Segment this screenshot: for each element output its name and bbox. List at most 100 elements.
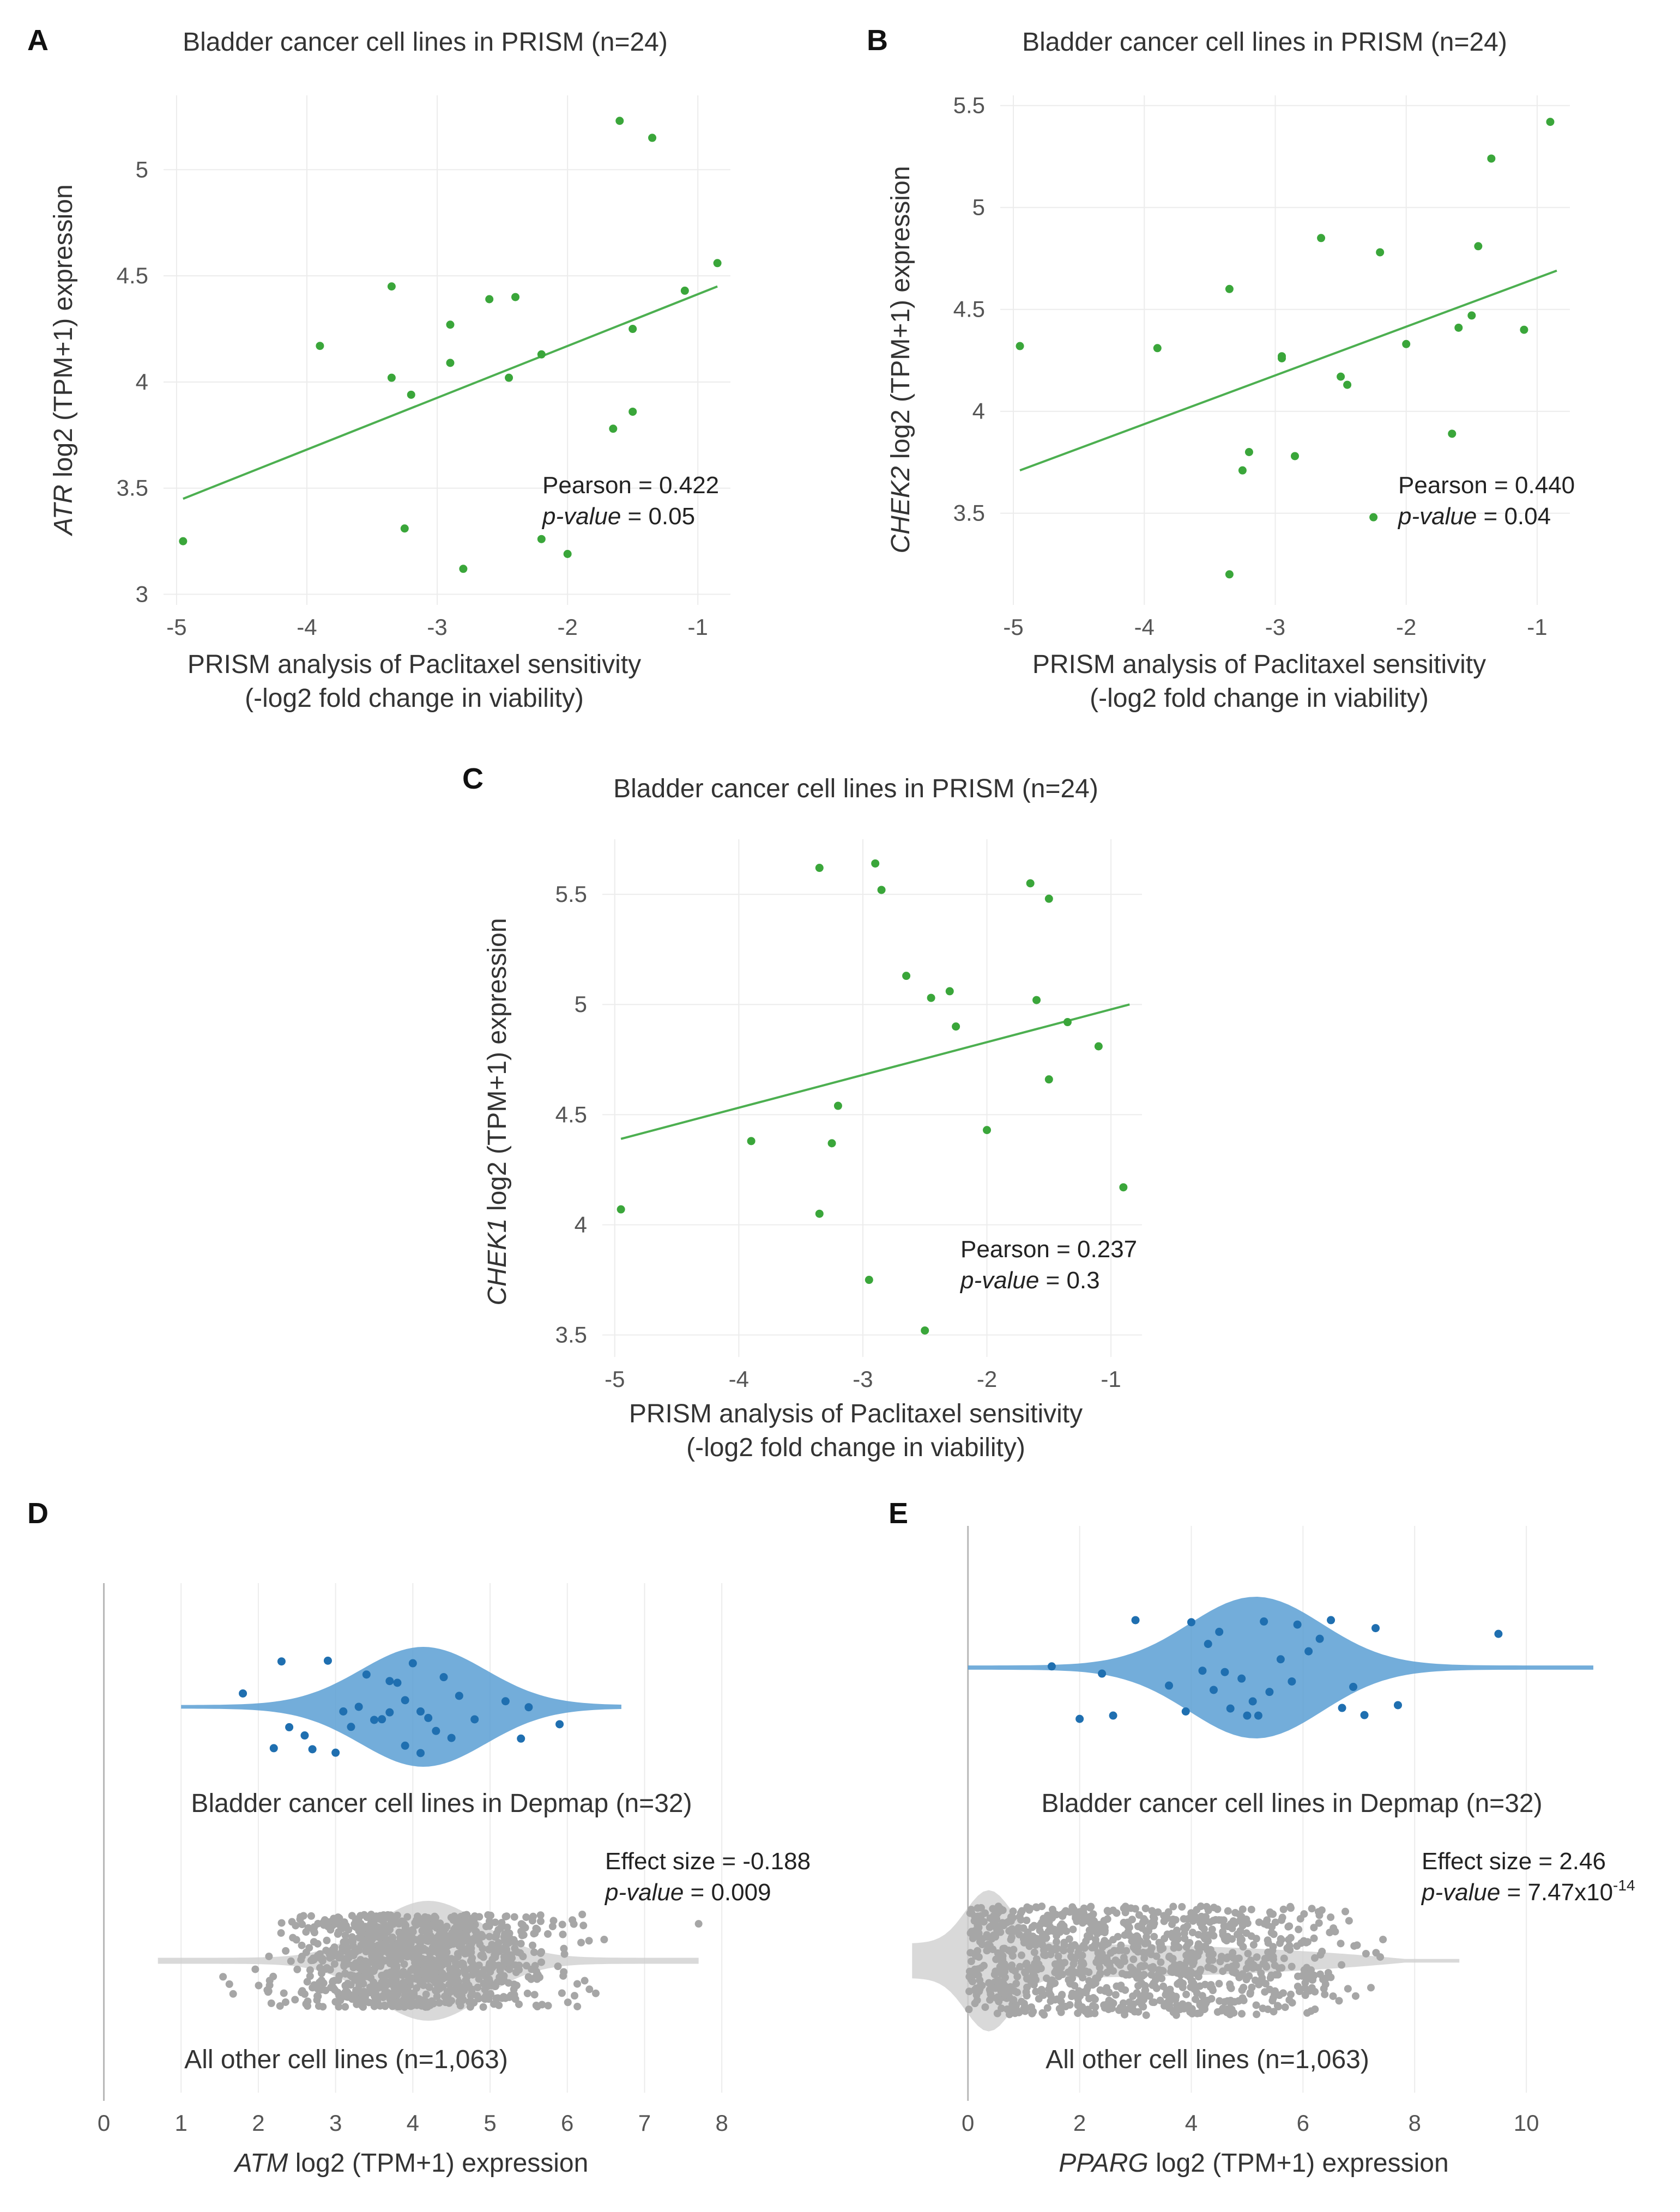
panel-E-other-cell-line-point <box>1345 1917 1353 1925</box>
panel-D-other-cell-line-point <box>394 1980 402 1989</box>
panel-D-pvalue-value: = 0.009 <box>684 1879 771 1906</box>
panel-D-other-cell-line-point <box>403 1971 412 1979</box>
panel-D-other-cell-line-point <box>398 1949 406 1957</box>
panel-B-data-point <box>1448 429 1457 438</box>
panel-B-data-point <box>1244 448 1253 456</box>
panel-D-other-cell-line-point <box>440 1992 449 2001</box>
panel-B-y-tick-label: 3.5 <box>953 500 985 526</box>
panel-E-other-cell-line-point <box>1125 1998 1133 2007</box>
panel-E-other-cell-line-point <box>1040 2011 1048 2019</box>
panel-A-data-point <box>316 342 324 350</box>
panel-D-other-cell-line-point <box>510 1980 518 1989</box>
panel-D-other-cell-line-point <box>460 1911 468 1919</box>
panel-D-other-cell-line-point <box>536 1911 545 1919</box>
panel-D-bladder-cell-line-point <box>470 1715 479 1724</box>
panel-D-other-cell-line-point <box>386 1920 395 1928</box>
panel-E-other-cell-line-point <box>1200 2005 1208 2014</box>
panel-E-other-cell-line-point <box>1273 2002 1282 2010</box>
panel-E-other-cell-line-point <box>1244 1949 1252 1958</box>
panel-E-other-cell-line-point <box>989 1905 997 1913</box>
panel-E-other-cell-line-point <box>1014 1924 1023 1932</box>
panel-E-other-cell-line-point <box>1288 1999 1296 2007</box>
panel-B-data-point <box>1520 325 1528 334</box>
panel-D-other-cell-line-point <box>324 1923 332 1931</box>
panel-E-bladder-violin <box>968 1597 1593 1738</box>
panel-E-other-cell-line-point <box>1032 1975 1040 1984</box>
panel-D-other-cell-line-point <box>329 1978 337 1986</box>
panel-E-other-cell-line-point <box>1073 1914 1081 1922</box>
panel-C-data-point <box>827 1139 836 1148</box>
panel-D-other-cell-line-point <box>352 1948 360 1956</box>
panel-D-other-cell-line-point <box>491 1918 499 1926</box>
panel-C-pearson: Pearson = 0.237 <box>960 1236 1137 1263</box>
panel-D-other-cell-line-point <box>370 2002 378 2010</box>
panel-E-other-cell-line-point <box>1152 1984 1161 1992</box>
panel-D-other-cell-line-point <box>282 1947 290 1955</box>
panel-E-other-cell-line-point <box>1306 1987 1314 1995</box>
panel-D-other-cell-line-point <box>340 1918 348 1926</box>
panel-C-y-tick-label: 4 <box>575 1211 587 1237</box>
panel-D-other-cell-line-point <box>363 1961 371 1969</box>
panel-D-other-cell-line-point <box>427 1998 436 2007</box>
panel-E-other-cell-line-point <box>1188 1983 1196 1991</box>
panel-D-other-cell-line-point <box>267 1999 275 2008</box>
panel-C-x-tick-label: -3 <box>853 1366 873 1392</box>
panel-A-data-point <box>505 373 513 382</box>
panel-E-other-cell-line-point <box>1238 1986 1246 1994</box>
panel-A-data-point <box>537 535 546 543</box>
panel-B-x-tick-label: -2 <box>1396 614 1416 640</box>
panel-D-other-cell-line-point <box>436 1919 444 1928</box>
panel-E-other-cell-line-point <box>1246 1990 1254 1998</box>
panel-D-other-cell-line-point <box>406 1936 414 1944</box>
panel-E-other-cell-line-point <box>1058 1971 1066 1979</box>
panel-E-other-cell-line-point <box>1180 1915 1188 1923</box>
panel-D-other-cell-line-point <box>406 1950 414 1958</box>
panel-E-other-cell-line-point <box>1097 1928 1105 1936</box>
panel-D-other-cell-line-point <box>369 1986 377 1994</box>
panel-A-x-tick-label: -3 <box>427 614 447 640</box>
panel-D-other-cell-line-point <box>379 1917 387 1925</box>
panel-D-other-cell-line-point <box>265 1952 273 1960</box>
panel-E-other-cell-line-point <box>1037 1964 1045 1972</box>
panel-D-bladder-cell-line-point <box>416 1749 425 1758</box>
panel-E-other-cell-line-point <box>1253 2010 1261 2019</box>
panel-D-other-cell-line-point <box>446 1988 455 1996</box>
panel-B-ylabel-gene: CHEK2 <box>886 466 915 553</box>
panel-A-x-tick-label: -4 <box>297 614 317 640</box>
panel-E-other-cell-line-point <box>1062 1927 1071 1935</box>
panel-E-other-cell-line-point <box>1176 1978 1185 1986</box>
panel-E-other-cell-line-point <box>1169 1902 1177 1911</box>
panel-D-other-cell-line-point <box>436 1962 444 1971</box>
panel-D-other-cell-line-point <box>459 1996 467 2004</box>
panel-E-other-cell-line-point <box>1012 1979 1020 1987</box>
panel-D-other-cell-line-point <box>517 1928 525 1936</box>
panel-C-data-point <box>617 1205 625 1214</box>
panel-D-bladder-cell-line-point <box>524 1703 533 1712</box>
panel-E-other-cell-line-point <box>968 1971 976 1979</box>
panel-D-other-cell-line-point <box>335 1954 343 1962</box>
panel-E-other-cell-line-point <box>1054 1952 1062 1960</box>
panel-D-other-cell-line-point <box>446 1933 454 1941</box>
panel-E-other-cell-line-point <box>1367 1984 1375 1992</box>
panel-D-other-cell-line-point <box>323 1936 331 1944</box>
panel-E-other-cell-line-point <box>1078 1958 1086 1966</box>
panel-D-other-cell-line-point <box>378 1978 386 1986</box>
panel-B-data-point <box>1337 372 1345 381</box>
panel-D-other-cell-line-point <box>458 1923 466 1931</box>
panel-D-bladder-cell-line-point <box>408 1659 417 1668</box>
panel-E-other-cell-line-point <box>973 1996 981 2004</box>
panel-E-other-cell-line-point <box>1238 2010 1246 2018</box>
panel-C-data-point <box>1044 1075 1053 1084</box>
panel-letter-E: E <box>889 1497 908 1530</box>
panel-E-other-cell-line-point <box>1326 1929 1334 1937</box>
panel-E-bladder-cell-line-point <box>1075 1714 1084 1723</box>
panel-E-other-cell-line-point <box>1306 1969 1314 1977</box>
panel-B-y-tick-label: 5 <box>972 195 985 220</box>
panel-A-xlabel-line2: (-log2 fold change in viability) <box>245 684 584 713</box>
panel-D-other-cell-line-point <box>486 1944 494 1953</box>
panel-E-other-cell-line-point <box>1150 1998 1158 2007</box>
panel-B-data-point <box>1454 323 1463 332</box>
panel-E-other-cell-line-point <box>1134 1948 1142 1956</box>
panel-D-other-cell-line-point <box>423 1937 431 1945</box>
panel-D-other-cell-line-point <box>229 1990 237 1998</box>
